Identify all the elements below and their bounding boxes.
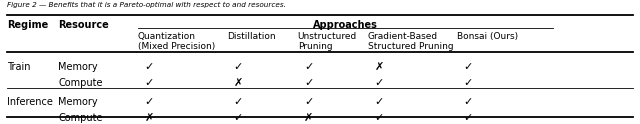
Text: Distillation: Distillation xyxy=(227,32,276,41)
Text: Inference: Inference xyxy=(7,97,53,107)
Text: ✓: ✓ xyxy=(304,97,314,107)
Text: ✓: ✓ xyxy=(464,78,473,88)
Text: ✓: ✓ xyxy=(464,113,473,123)
Text: ✗: ✗ xyxy=(374,62,383,72)
Text: Resource: Resource xyxy=(58,20,109,30)
Text: ✓: ✓ xyxy=(464,97,473,107)
Text: ✓: ✓ xyxy=(145,62,154,72)
Text: Compute: Compute xyxy=(58,78,102,88)
Text: ✗: ✗ xyxy=(145,113,154,123)
Text: ✗: ✗ xyxy=(304,113,314,123)
Text: Memory: Memory xyxy=(58,97,98,107)
Text: Memory: Memory xyxy=(58,62,98,72)
Text: Bonsai (Ours): Bonsai (Ours) xyxy=(458,32,518,41)
Text: Compute: Compute xyxy=(58,113,102,123)
Text: Figure 2 — Benefits that it is a Pareto-optimal with respect to and resources.: Figure 2 — Benefits that it is a Pareto-… xyxy=(7,2,286,8)
Text: Regime: Regime xyxy=(7,20,49,30)
Text: Quantization
(Mixed Precision): Quantization (Mixed Precision) xyxy=(138,32,215,51)
Text: ✓: ✓ xyxy=(145,78,154,88)
Text: Train: Train xyxy=(7,62,31,72)
Text: ✓: ✓ xyxy=(304,62,314,72)
Text: ✓: ✓ xyxy=(304,78,314,88)
Text: ✗: ✗ xyxy=(234,78,243,88)
Text: ✓: ✓ xyxy=(374,97,383,107)
Text: ✓: ✓ xyxy=(234,97,243,107)
Text: Approaches: Approaches xyxy=(313,20,378,30)
Text: Gradient-Based
Structured Pruning: Gradient-Based Structured Pruning xyxy=(368,32,454,51)
Text: ✓: ✓ xyxy=(145,97,154,107)
Text: ✓: ✓ xyxy=(464,62,473,72)
Text: ✓: ✓ xyxy=(374,113,383,123)
Text: Unstructured
Pruning: Unstructured Pruning xyxy=(298,32,357,51)
Text: ✓: ✓ xyxy=(234,113,243,123)
Text: ✓: ✓ xyxy=(234,62,243,72)
Text: ✓: ✓ xyxy=(374,78,383,88)
